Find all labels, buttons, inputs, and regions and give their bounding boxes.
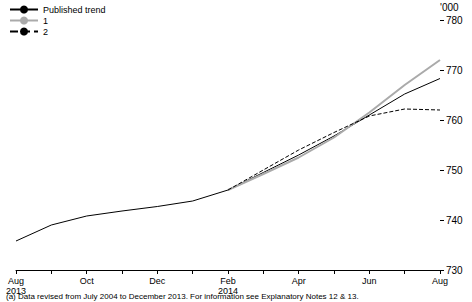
svg-text:750: 750 (446, 165, 463, 176)
svg-text:740: 740 (446, 215, 463, 226)
svg-text:Aug: Aug (432, 276, 448, 286)
svg-text:Oct: Oct (80, 276, 95, 286)
svg-text:2013: 2013 (6, 286, 26, 296)
svg-text:Dec: Dec (149, 276, 166, 286)
svg-text:(a) Data revised from July 200: (a) Data revised from July 2004 to Decem… (6, 292, 359, 301)
svg-text:Aug: Aug (8, 276, 24, 286)
svg-text:'000: '000 (440, 2, 459, 13)
svg-text:770: 770 (446, 65, 463, 76)
svg-text:Jun: Jun (362, 276, 377, 286)
svg-text:Published trend: Published trend (43, 5, 106, 15)
svg-text:730: 730 (446, 265, 463, 276)
svg-text:Apr: Apr (292, 276, 306, 286)
svg-text:Feb: Feb (220, 276, 236, 286)
svg-text:2: 2 (43, 27, 48, 37)
svg-text:760: 760 (446, 115, 463, 126)
svg-text:1: 1 (43, 16, 48, 26)
svg-text:2014: 2014 (218, 286, 238, 296)
svg-text:780: 780 (446, 15, 463, 26)
